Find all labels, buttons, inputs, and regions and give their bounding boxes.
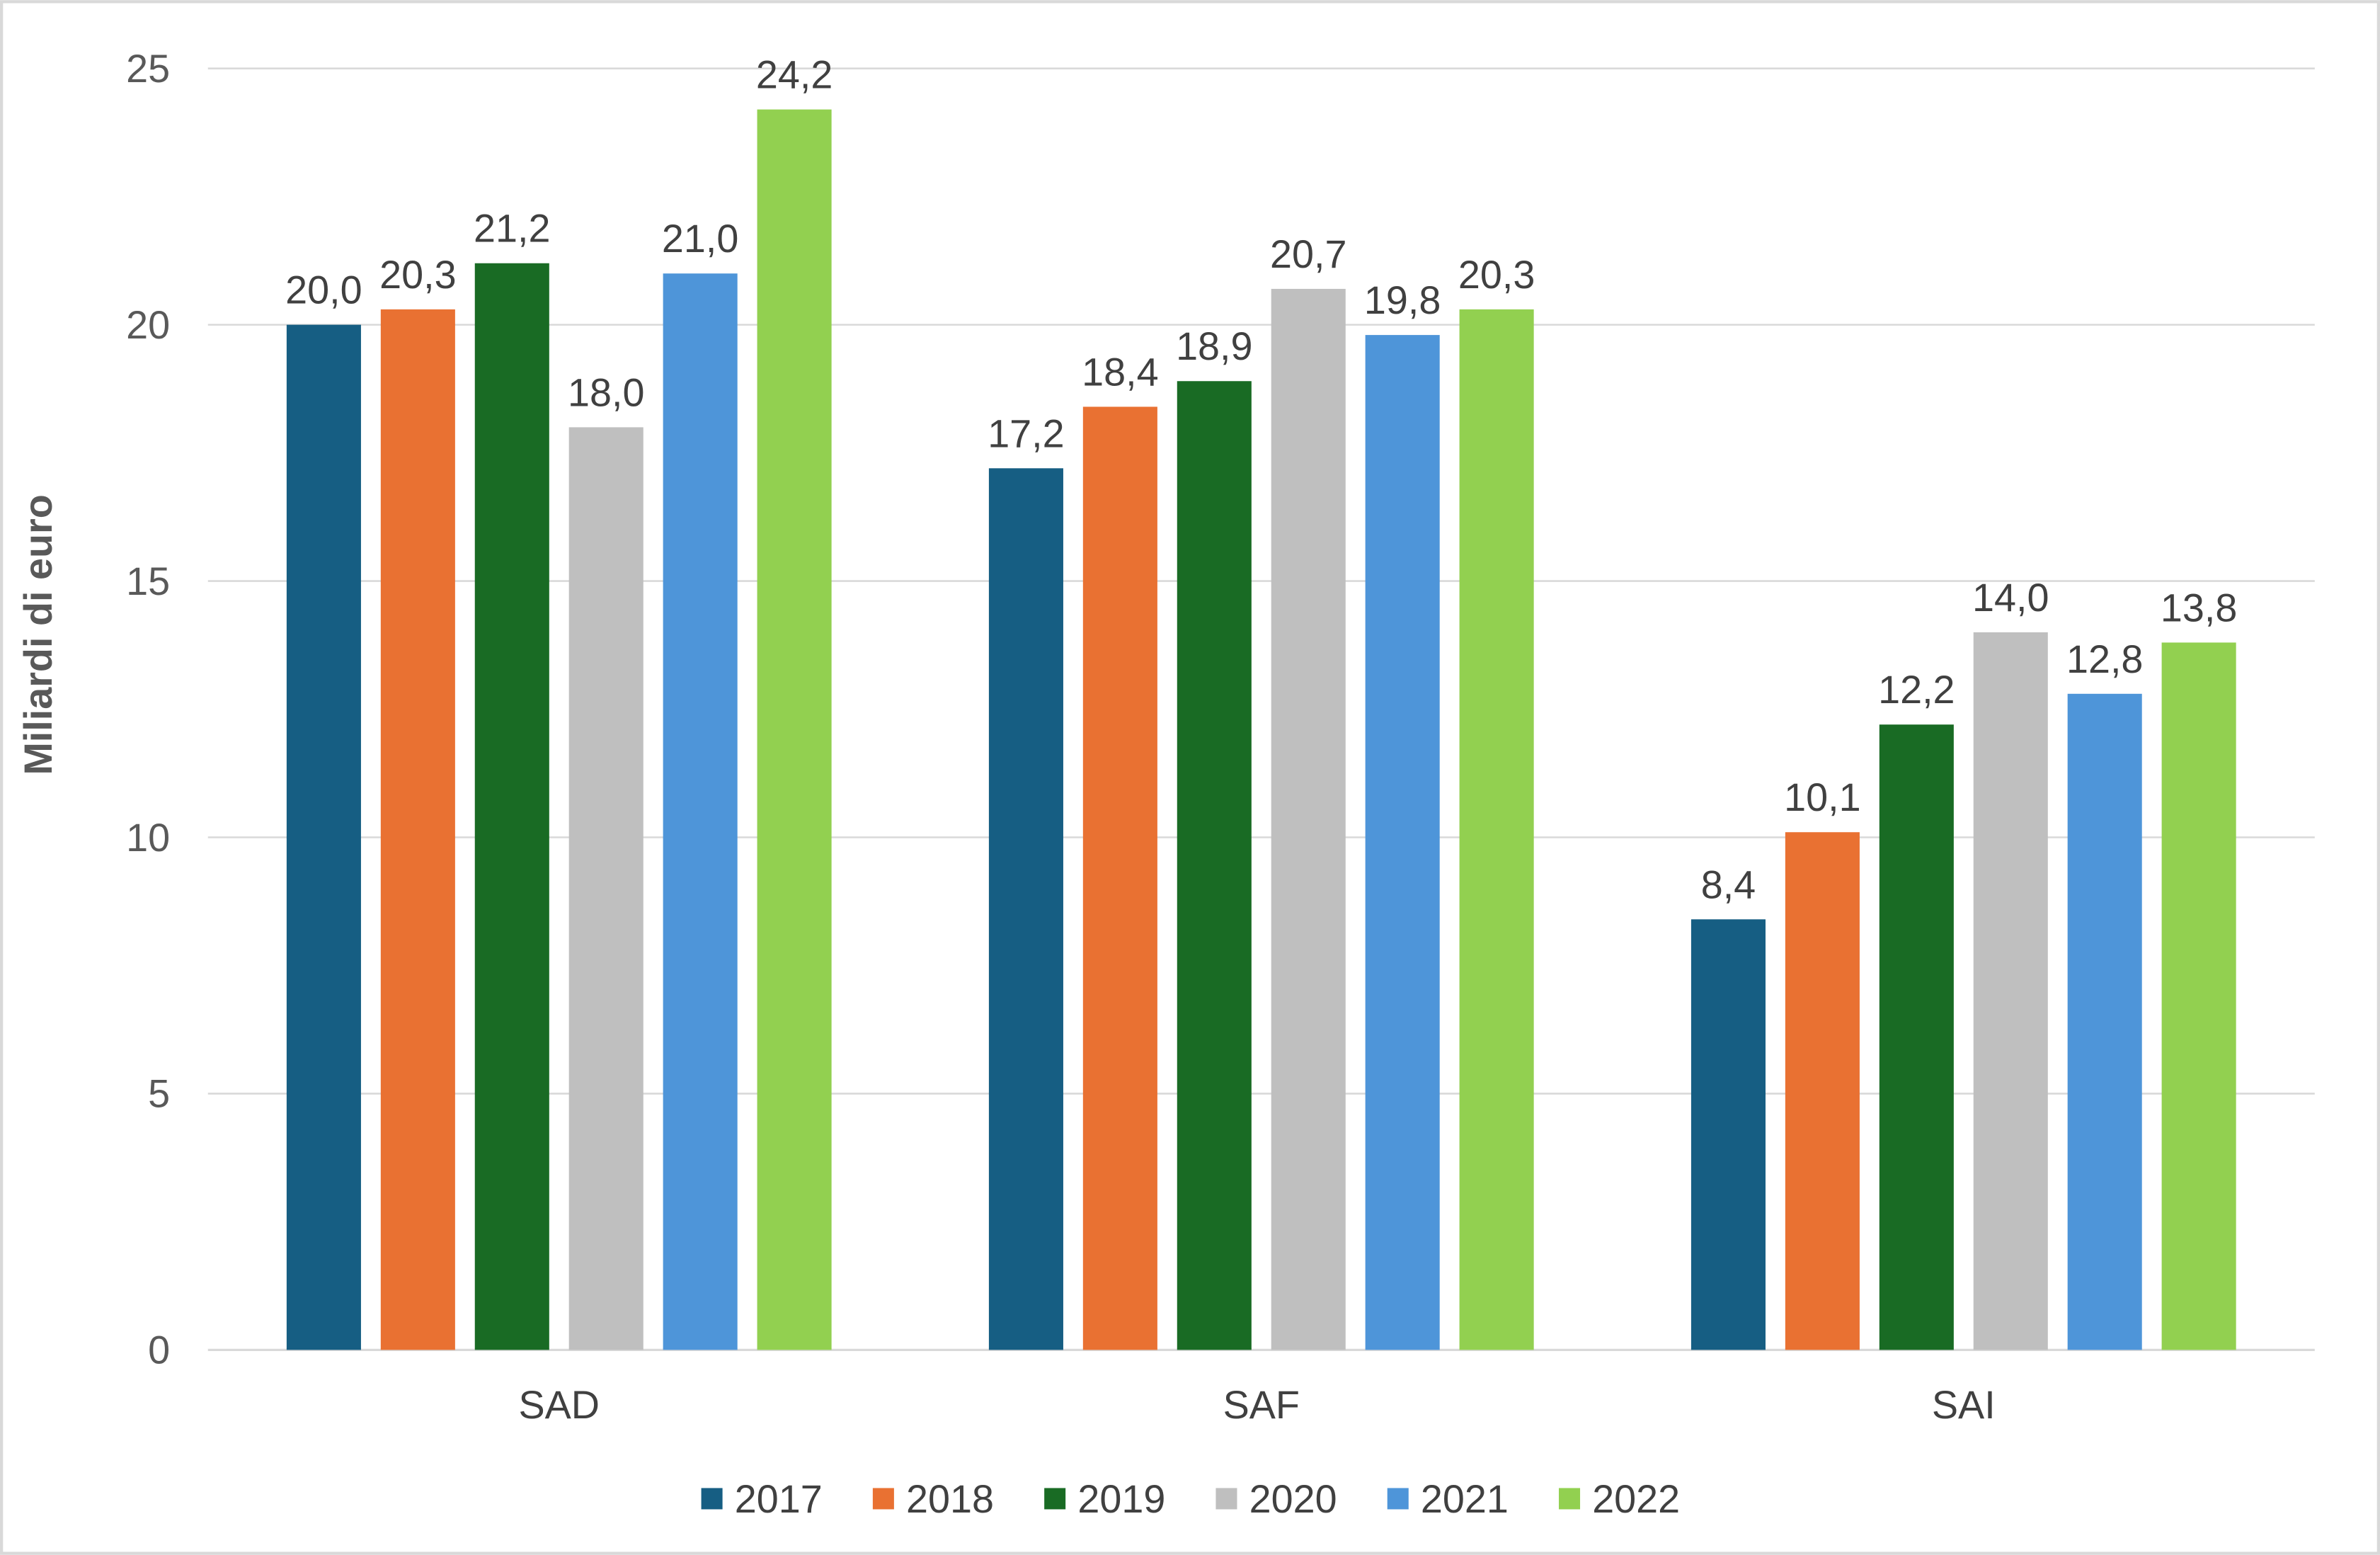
legend-swatch [1387, 1488, 1409, 1510]
data-label: 17,2 [988, 411, 1064, 455]
bar-SAD-2017 [286, 324, 361, 1350]
data-label: 18,9 [1176, 324, 1252, 368]
y-tick-label: 0 [148, 1328, 170, 1372]
bar-SAD-2019 [474, 263, 549, 1350]
data-label: 12,2 [1878, 668, 1955, 712]
bar-SAD-2021 [663, 273, 738, 1350]
data-label: 19,8 [1364, 278, 1441, 322]
y-tick-label: 15 [126, 559, 170, 603]
x-category-label: SAD [518, 1383, 600, 1427]
y-axis-title: Miliardi di euro [16, 494, 60, 775]
legend-label: 2022 [1592, 1477, 1680, 1521]
legend-swatch [701, 1488, 723, 1510]
data-label: 8,4 [1701, 862, 1756, 906]
data-label: 20,0 [285, 268, 362, 312]
bar-SAF-2018 [1082, 406, 1157, 1350]
bar-SAI-2020 [1973, 632, 2048, 1350]
data-label: 21,0 [662, 217, 738, 261]
data-label: 18,4 [1082, 350, 1158, 394]
bar-SAF-2021 [1365, 335, 1440, 1350]
legend-swatch [1559, 1488, 1581, 1510]
data-label: 21,2 [474, 207, 550, 251]
bar-SAF-2019 [1177, 381, 1252, 1350]
bar-SAD-2020 [568, 427, 643, 1350]
bar-SAI-2019 [1879, 724, 1954, 1350]
x-category-label: SAF [1223, 1383, 1300, 1427]
y-tick-label: 5 [148, 1072, 170, 1116]
x-category-label: SAI [1932, 1383, 1996, 1427]
data-label: 20,3 [379, 253, 456, 297]
data-label: 20,7 [1270, 232, 1346, 276]
data-label: 13,8 [2161, 586, 2237, 630]
y-tick-label: 10 [126, 816, 170, 860]
legend-label: 2021 [1421, 1477, 1509, 1521]
legend-swatch [1044, 1488, 1066, 1510]
bar-SAF-2020 [1271, 288, 1346, 1350]
bar-SAF-2017 [988, 468, 1063, 1350]
legend-label: 2019 [1077, 1477, 1165, 1521]
bar-SAD-2018 [380, 309, 455, 1350]
data-label: 24,2 [756, 53, 833, 97]
data-label: 12,8 [2066, 637, 2143, 681]
legend-label: 2020 [1249, 1477, 1337, 1521]
bar-SAI-2022 [2161, 642, 2236, 1350]
bar-SAI-2021 [2067, 693, 2142, 1350]
legend-label: 2018 [906, 1477, 994, 1521]
bar-SAD-2022 [757, 109, 832, 1350]
y-tick-label: 25 [126, 47, 170, 91]
data-label: 20,3 [1458, 253, 1535, 297]
bar-SAI-2018 [1785, 832, 1860, 1350]
data-label: 10,1 [1784, 775, 1860, 819]
bar-SAI-2017 [1690, 919, 1766, 1350]
data-label: 14,0 [1972, 576, 2049, 620]
legend-swatch [872, 1488, 894, 1510]
legend-swatch [1215, 1488, 1237, 1510]
legend-label: 2017 [735, 1477, 823, 1521]
data-label: 18,0 [568, 370, 644, 414]
bar-SAF-2022 [1459, 309, 1534, 1350]
y-tick-label: 20 [126, 303, 170, 347]
